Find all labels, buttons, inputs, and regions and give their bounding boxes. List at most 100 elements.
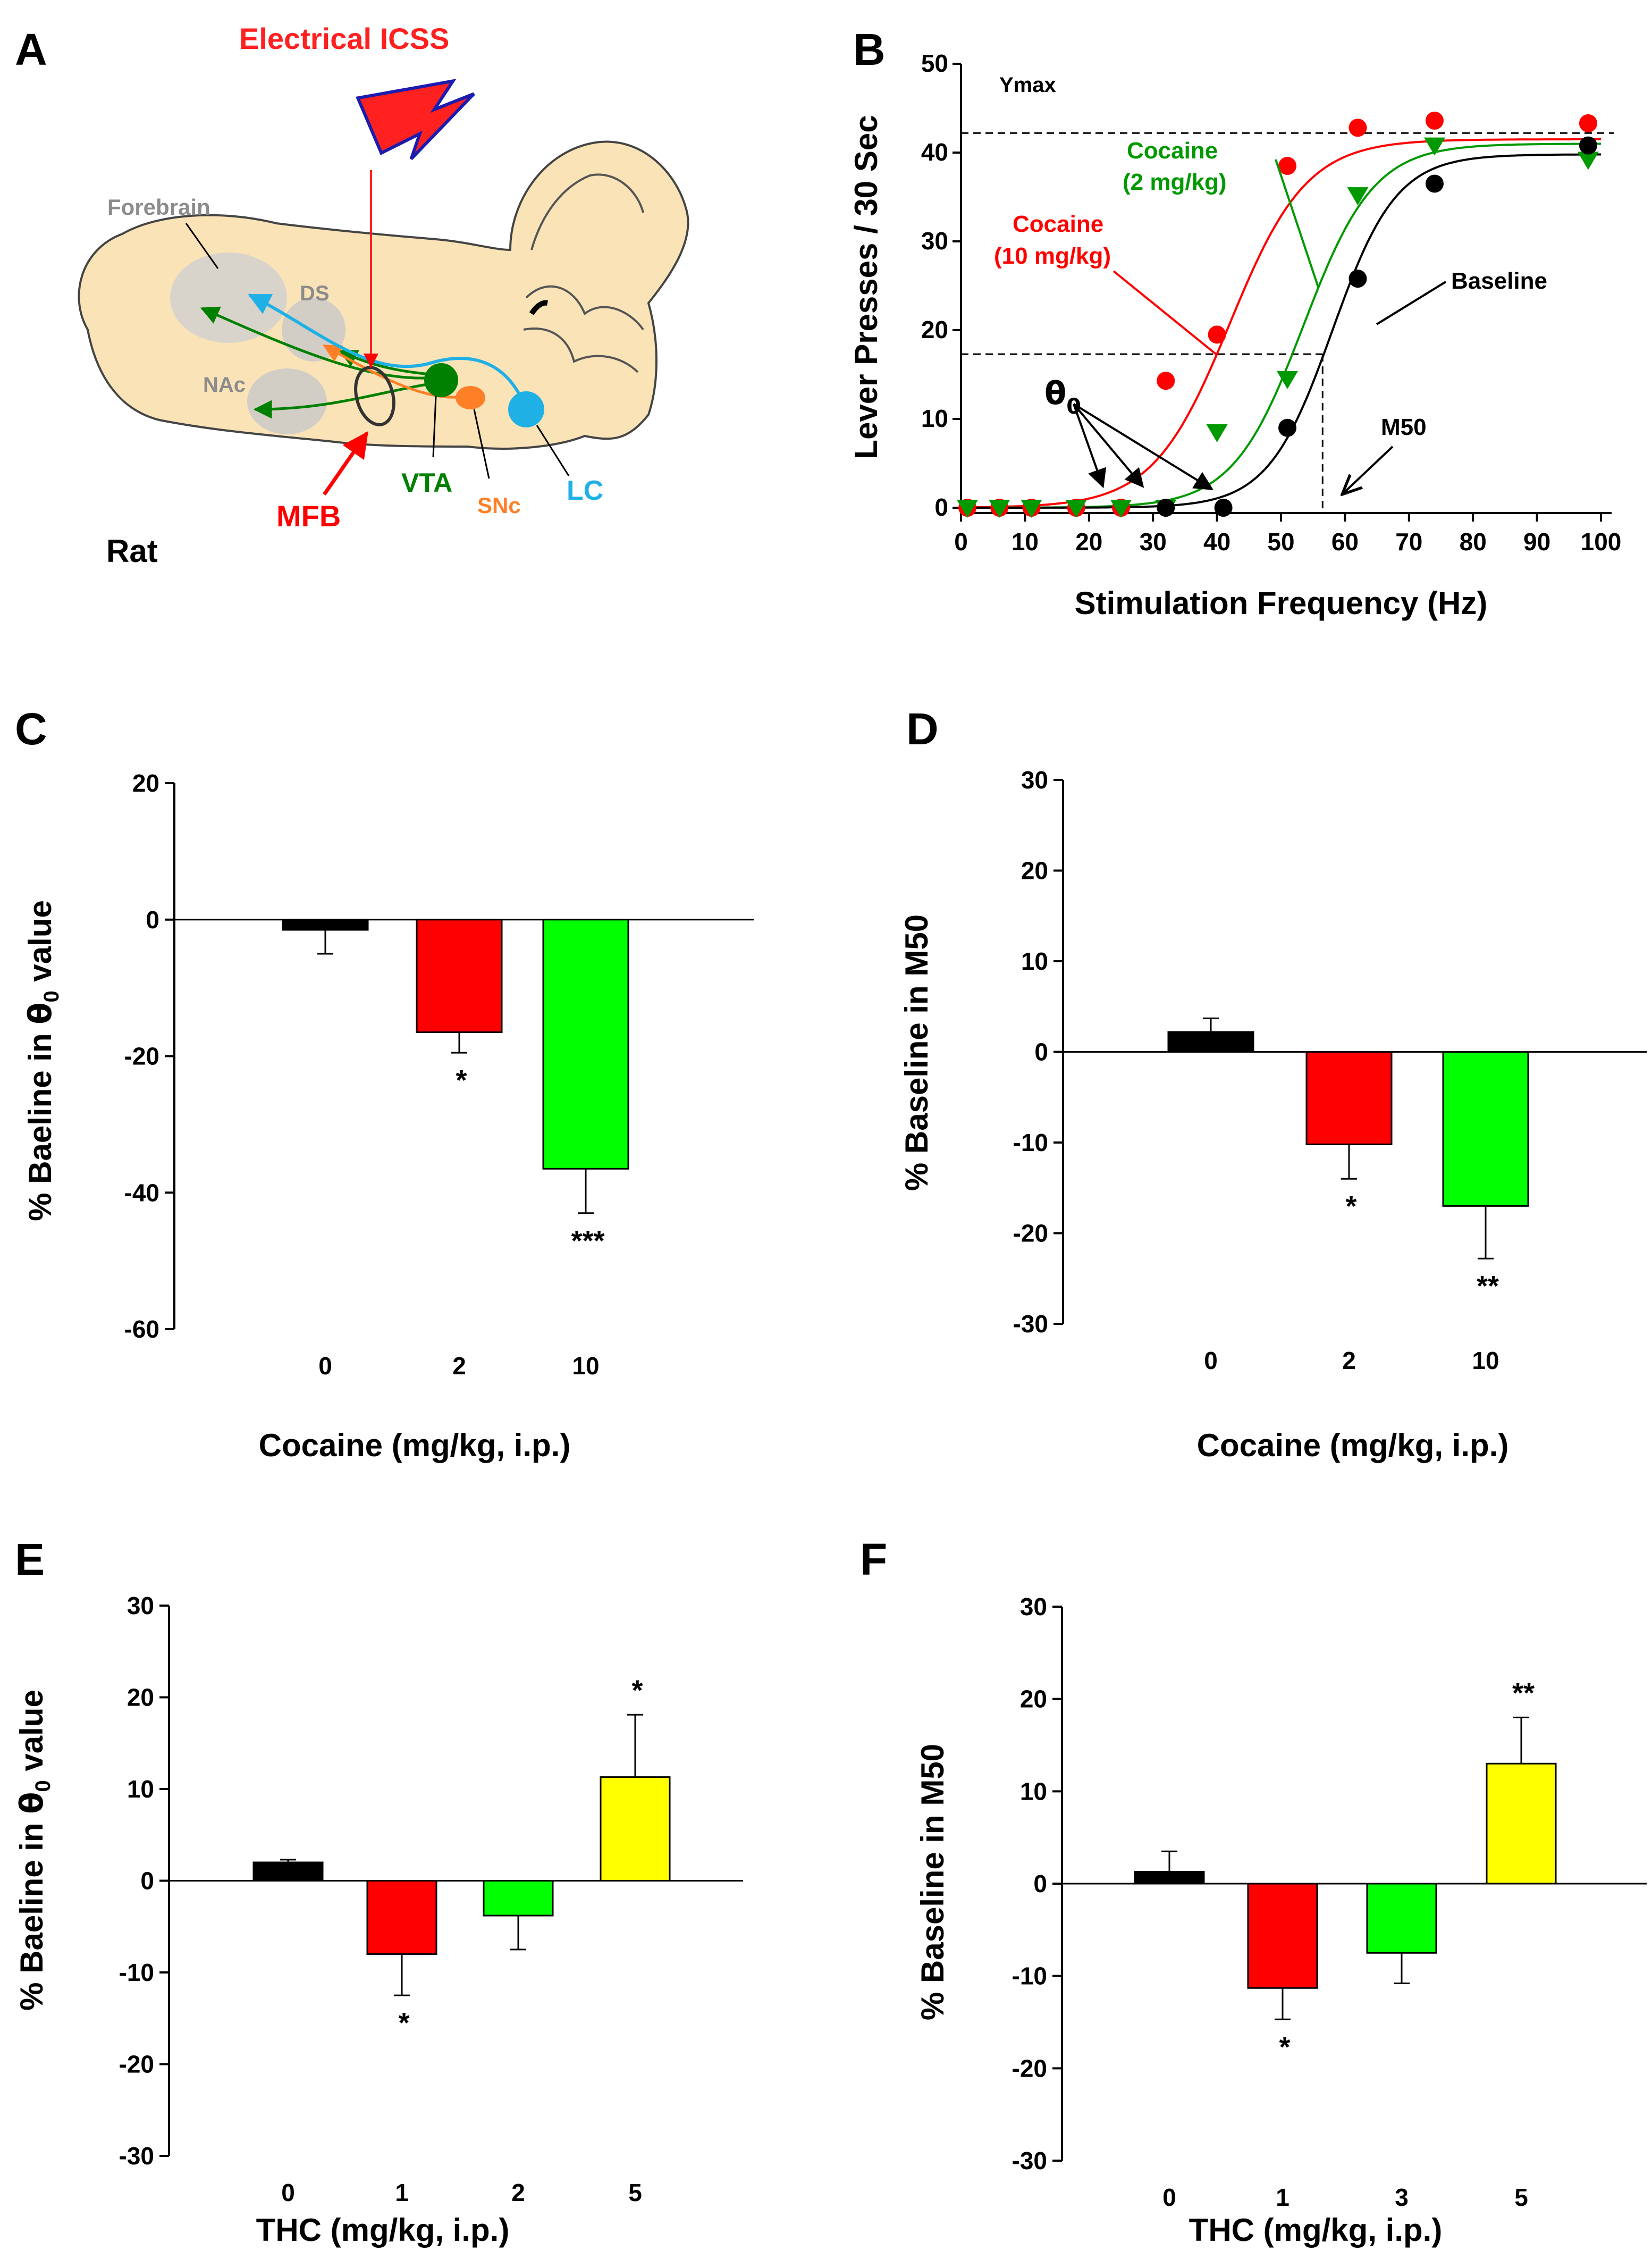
panel-letter-d: D xyxy=(906,704,939,754)
theta-pointer-arrow xyxy=(1073,403,1214,490)
cerebellum-fold xyxy=(525,285,644,331)
data-point xyxy=(1206,424,1228,443)
fit-curve xyxy=(961,142,1602,509)
vta-nucleus xyxy=(424,363,458,397)
y-tick-label: -30 xyxy=(1013,1310,1048,1338)
y-tick-label: 10 xyxy=(921,405,948,432)
panel-letter-a: A xyxy=(15,24,47,74)
y-axis-title: Lever Presses / 30 Sec xyxy=(848,115,884,459)
y-tick-label: 0 xyxy=(1034,1038,1048,1066)
x-tick-label: 3 xyxy=(1395,2184,1409,2211)
x-axis-title-c: Cocaine (mg/kg, i.p.) xyxy=(259,1427,571,1463)
x-tick-label: 0 xyxy=(1162,2184,1176,2211)
forebrain-pointer xyxy=(185,223,219,269)
y-axis-title-c: % Baeline in θ0 value xyxy=(22,900,63,1221)
fit-curve xyxy=(960,138,1601,509)
bar xyxy=(1442,1051,1529,1207)
x-tick-label: 0 xyxy=(281,2179,295,2206)
panel-letter-f: F xyxy=(860,1534,887,1584)
data-point xyxy=(1157,372,1175,390)
data-point xyxy=(1348,270,1367,288)
y-tick-label: -20 xyxy=(1012,2054,1047,2082)
snc-label: SNc xyxy=(477,493,521,518)
x-tick-label: 1 xyxy=(395,2179,409,2206)
bar xyxy=(483,1880,554,1917)
brain-outline xyxy=(78,140,689,450)
x-tick-label: 60 xyxy=(1331,528,1359,556)
cerebellum-fold xyxy=(530,173,644,250)
y-tick-label: -30 xyxy=(1012,2147,1047,2174)
x-tick-label: 20 xyxy=(1075,528,1102,556)
cocaine-10-label-line2: (10 mg/kg) xyxy=(994,243,1111,269)
chart-e: 30 20 10 0 -10 -20 -30 0 * 1 2 * 5 xyxy=(119,1592,743,2206)
lc-forebrain-pathway xyxy=(248,293,528,410)
y-tick-label: -10 xyxy=(119,1959,154,1986)
vta-nac-pathway xyxy=(253,381,436,419)
m50-pointer-arrow xyxy=(1342,446,1394,494)
x-tick-label: 1 xyxy=(1276,2184,1289,2211)
data-point xyxy=(1021,500,1042,518)
bar xyxy=(282,919,369,931)
lc-nucleus xyxy=(508,391,544,427)
significance-label: * xyxy=(631,1674,643,1706)
forebrain-region xyxy=(170,253,287,343)
cocaine-10-pointer xyxy=(1112,270,1218,356)
y-tick-label: 50 xyxy=(921,49,948,77)
bar xyxy=(542,919,629,1170)
cocaine-2-label-line2: (2 mg/kg) xyxy=(1123,169,1227,195)
x-tick-label: 30 xyxy=(1140,528,1167,556)
panel-e: E 30 20 10 0 -10 -20 -30 0 * 1 2 * 5 THC (mg/kg, i.p… xyxy=(13,1534,743,2248)
y-tick-label: 0 xyxy=(1033,1870,1047,1897)
data-point xyxy=(1579,136,1597,155)
bar xyxy=(1134,1870,1205,1885)
x-tick-label: 10 xyxy=(1012,528,1039,556)
panel-letter-c: C xyxy=(15,704,47,754)
bar xyxy=(252,1861,324,1882)
x-tick-label: 5 xyxy=(1514,2184,1528,2211)
theta-pointer-arrow xyxy=(1073,403,1144,488)
snc-ds-pathway xyxy=(322,344,468,399)
cerebellum-fold xyxy=(523,327,639,373)
lc-label: LC xyxy=(567,475,603,506)
chart-c: 20 0 -20 -40 -60 0 * 2 *** 10 xyxy=(124,769,754,1380)
x-tick-label: 10 xyxy=(572,1352,599,1380)
y-tick-label: 20 xyxy=(132,769,159,797)
data-point xyxy=(1278,418,1297,437)
significance-label: * xyxy=(1279,2031,1290,2063)
data-point xyxy=(1157,499,1175,517)
cocaine-10-label-line1: Cocaine xyxy=(1013,211,1103,237)
panel-b: B 0 10 20 30 40 50 0 10 20 30 40 50 60 70 80 90 100 Stimu… xyxy=(848,24,1621,621)
y-tick-label: 10 xyxy=(127,1775,154,1803)
data-point xyxy=(1348,119,1367,137)
x-tick-label: 90 xyxy=(1523,528,1550,556)
forebrain-label: Forebrain xyxy=(107,195,210,220)
bar xyxy=(600,1776,671,1882)
significance-label: ** xyxy=(1477,1270,1499,1302)
significance-label: * xyxy=(398,2007,409,2039)
chart-f: 30 20 10 0 -10 -20 -30 0 * 1 3 ** 5 xyxy=(1012,1593,1647,2211)
bar xyxy=(1366,1883,1437,1954)
y-tick-label: 0 xyxy=(146,906,159,934)
panel-letter-b: B xyxy=(853,24,886,74)
y-tick-label: -40 xyxy=(124,1179,159,1206)
x-tick-label: 2 xyxy=(1342,1347,1356,1374)
bar xyxy=(1305,1051,1393,1145)
y-tick-label: 30 xyxy=(1020,1593,1047,1620)
x-tick-label: 2 xyxy=(511,2179,525,2206)
y-tick-label: 30 xyxy=(921,227,948,255)
y-tick-label: 20 xyxy=(1021,857,1048,885)
y-axis-title-d: % Baseline in M50 xyxy=(899,914,934,1191)
data-point xyxy=(1208,325,1226,344)
y-tick-label: -20 xyxy=(119,2051,154,2078)
y-axis-title-e: % Baeline in θ0 value xyxy=(13,1690,55,2011)
cocaine-2-pointer xyxy=(1275,159,1319,288)
data-point xyxy=(989,500,1010,518)
y-tick-label: -60 xyxy=(124,1315,159,1343)
x-tick-label: 40 xyxy=(1203,528,1230,556)
x-tick-label: 0 xyxy=(318,1352,332,1380)
bar xyxy=(1486,1762,1557,1885)
nac-region xyxy=(247,368,327,434)
data-point xyxy=(1425,174,1444,193)
